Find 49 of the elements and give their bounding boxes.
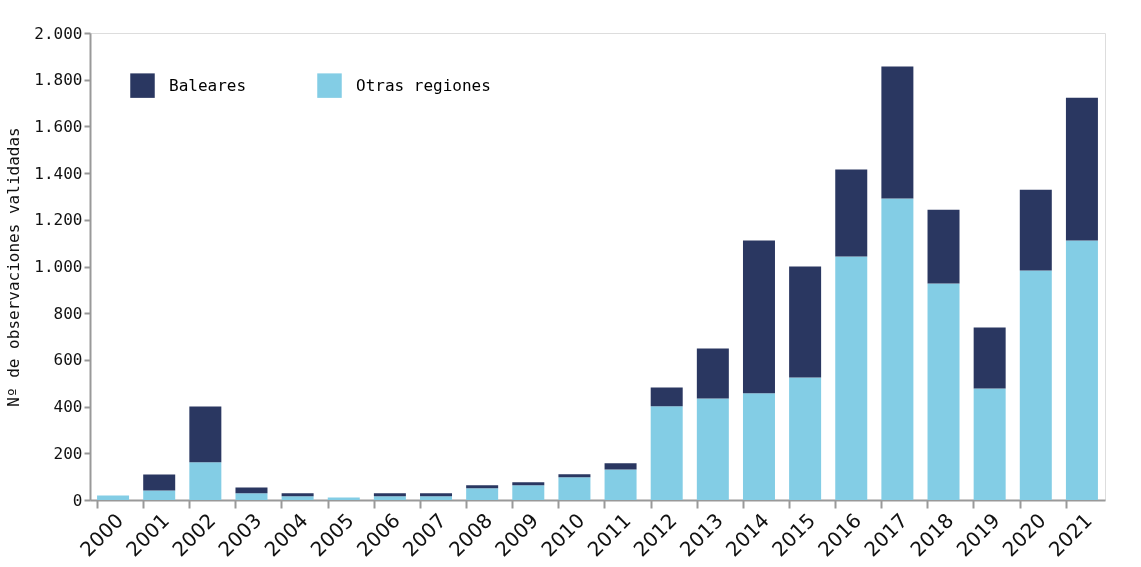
bar [1019,189,1052,271]
bar [558,474,591,478]
y-tick-label: 600 [53,350,83,370]
bar [604,463,637,470]
bar [189,462,222,500]
bar [650,387,683,407]
bar [927,283,960,500]
bar [558,477,591,500]
bar [742,393,775,500]
y-tick-label: 200 [53,443,83,463]
bar [650,406,683,500]
bar [696,398,729,500]
y-tick-label: 1.200 [34,210,83,230]
bar [1065,240,1098,500]
bar [466,485,499,489]
bar [512,482,545,486]
bar [143,474,176,491]
bar [835,169,868,257]
bar [696,348,729,399]
bar [1019,270,1052,500]
bar [789,377,822,500]
bar [742,240,775,394]
y-tick-label: 1.600 [34,116,83,136]
bar [835,256,868,500]
y-tick-label: 800 [53,303,83,323]
bar [97,495,130,500]
y-tick-label: 1.400 [34,163,83,183]
bar [466,488,499,500]
y-tick-label: 1.800 [34,70,83,90]
bar [881,198,914,500]
y-tick-label: 2.000 [34,23,83,43]
bar [927,209,960,284]
legend-label: Otras regiones [356,75,491,95]
y-tick-label: 1.000 [34,257,83,276]
bar [143,490,176,500]
bar [881,66,914,199]
bar [973,327,1006,389]
bar [189,406,222,463]
bar [1065,97,1098,241]
bar [789,266,822,378]
y-tick-label: 400 [53,397,83,417]
bar [327,497,360,500]
y-axis-title: Nº de observaciones validadas [4,127,24,407]
bar [973,388,1006,500]
bar [512,485,545,500]
y-tick-label: 0 [72,490,83,510]
legend-label: Baleares [169,75,247,95]
bar [604,469,637,500]
bar [235,493,268,500]
